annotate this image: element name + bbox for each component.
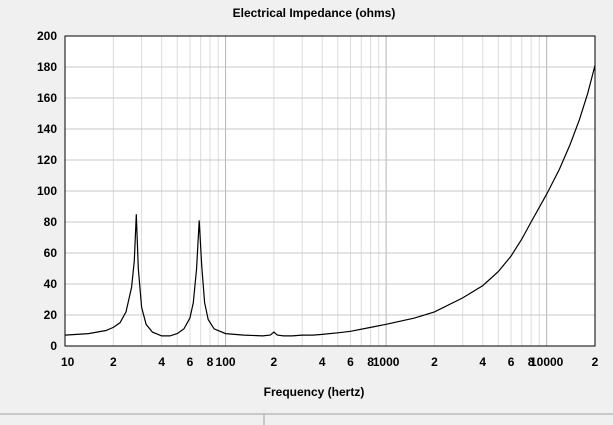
y-tick-label: 40 <box>44 277 58 291</box>
y-tick-label: 0 <box>50 339 57 353</box>
impedance-series-line <box>64 65 596 337</box>
y-tick-label: 140 <box>37 122 57 136</box>
x-tick-label: 4 <box>319 355 326 369</box>
x-tick-label: 8 <box>528 355 535 369</box>
x-tick-label: 4 <box>479 355 486 369</box>
x-tick-label: 10000 <box>530 355 564 369</box>
horizontal-gridlines <box>65 66 595 316</box>
x-tick-label: 10 <box>61 355 75 369</box>
x-tick-label: 8 <box>367 355 374 369</box>
chart-title: Electrical Impedance (ohms) <box>233 6 396 20</box>
x-tick-label: 2 <box>110 355 117 369</box>
y-tick-label: 120 <box>37 153 57 167</box>
x-tick-label: 4 <box>158 355 165 369</box>
x-tick-label: 6 <box>347 355 354 369</box>
x-tick-label: 100 <box>216 355 236 369</box>
x-tick-label: 2 <box>592 355 599 369</box>
y-tick-label: 200 <box>37 29 57 43</box>
y-tick-label: 80 <box>44 215 58 229</box>
x-tick-label: 2 <box>271 355 278 369</box>
y-tick-label: 100 <box>37 184 57 198</box>
x-tick-label: 8 <box>207 355 214 369</box>
x-tick-label: 2 <box>431 355 438 369</box>
plot-frame <box>64 35 596 347</box>
x-tick-label: 6 <box>508 355 515 369</box>
y-tick-label: 180 <box>37 60 57 74</box>
y-axis-tick-labels: 0 20 40 60 80 100 120 140 160 180 200 <box>37 29 57 353</box>
y-tick-label: 20 <box>44 308 58 322</box>
y-tick-label: 160 <box>37 91 57 105</box>
x-tick-label: 6 <box>187 355 194 369</box>
x-tick-label: 1000 <box>373 355 400 369</box>
x-axis-label: Frequency (hertz) <box>264 385 365 399</box>
y-tick-label: 60 <box>44 246 58 260</box>
